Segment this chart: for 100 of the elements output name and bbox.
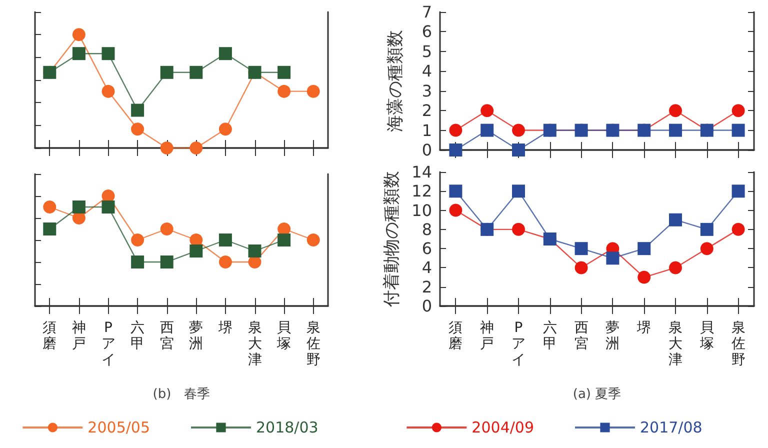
point <box>669 104 682 118</box>
point <box>669 124 682 137</box>
point <box>278 222 291 236</box>
point <box>218 122 232 136</box>
x-tick-label: 泉佐野 <box>306 320 320 368</box>
y-tick-label: 0 <box>422 296 432 316</box>
x-tick-label: 須磨 <box>448 320 463 352</box>
point <box>606 252 620 265</box>
point <box>218 256 232 268</box>
point <box>248 244 262 258</box>
point <box>278 234 291 246</box>
y-axis-title: 付着動物の種類数 <box>382 171 402 308</box>
point <box>160 66 174 79</box>
point <box>574 261 588 274</box>
x-tick-label: 須磨 <box>42 320 57 352</box>
y-tick-label: 2 <box>422 277 432 296</box>
point <box>131 104 144 117</box>
x-tick-label: 西宮 <box>160 320 174 352</box>
x-tick-label: 夢洲 <box>189 320 204 352</box>
point <box>480 124 494 137</box>
y-tick-label: 14 <box>412 162 432 182</box>
x-tick-label: 堺 <box>217 320 232 336</box>
x-tick-label: 六甲 <box>130 320 145 352</box>
point <box>449 124 462 137</box>
point <box>732 124 745 137</box>
y-tick-label: 6 <box>422 239 432 258</box>
x-tick-label: 貝塚 <box>698 320 714 352</box>
point <box>732 222 745 236</box>
point <box>449 184 462 198</box>
point <box>72 47 86 60</box>
point <box>306 234 320 246</box>
y-tick-label: 0 <box>422 140 432 160</box>
y-tick-label: 4 <box>422 258 432 278</box>
point <box>190 234 203 246</box>
point <box>638 270 651 284</box>
point <box>306 84 320 98</box>
x-tick-label: 泉大津 <box>248 320 262 368</box>
point <box>102 84 115 98</box>
y-tick-label: 1 <box>422 120 432 140</box>
y-tick-label: 4 <box>422 62 432 81</box>
point <box>43 222 56 236</box>
y-tick-label: 3 <box>422 81 432 100</box>
y-tick-label: 10 <box>412 200 432 220</box>
point <box>449 204 462 217</box>
point <box>218 47 232 60</box>
y-tick-label: 8 <box>422 220 432 239</box>
point <box>449 144 462 156</box>
point <box>102 47 115 60</box>
legend-label: 2017/08 <box>640 418 702 436</box>
x-tick-label: Pアイ <box>101 320 116 368</box>
x-tick-label: 貝塚 <box>276 320 292 352</box>
point <box>190 142 203 154</box>
y-tick-label: 6 <box>422 22 432 42</box>
point <box>512 124 525 137</box>
point <box>160 222 174 236</box>
point <box>669 261 682 274</box>
point <box>218 234 232 246</box>
point <box>512 184 525 198</box>
point <box>131 122 144 136</box>
point <box>190 66 203 79</box>
x-tick-label: 泉大津 <box>668 320 682 368</box>
x-tick-label: 六甲 <box>542 320 557 352</box>
point <box>72 212 86 224</box>
legend-label: 2004/09 <box>472 418 534 436</box>
point <box>574 242 588 256</box>
y-axis-title: 海藻の種類数 <box>386 30 406 132</box>
point <box>480 104 494 118</box>
point <box>512 144 525 156</box>
point <box>131 256 144 268</box>
point <box>512 222 525 236</box>
point <box>669 213 682 226</box>
y-tick-label: 7 <box>422 2 432 22</box>
legend-label: 2018/03 <box>256 418 318 436</box>
point <box>43 200 56 214</box>
point <box>160 142 174 154</box>
x-axis-title: (b) 春季 <box>152 387 210 402</box>
y-tick-label: 12 <box>412 182 432 201</box>
y-tick-label: 5 <box>422 42 432 61</box>
point <box>638 242 651 256</box>
point <box>72 200 86 214</box>
x-tick-label: 西宮 <box>574 320 588 352</box>
x-tick-label: 神戸 <box>480 320 494 352</box>
point <box>160 256 174 268</box>
point <box>102 200 115 214</box>
x-axis-title: (a) 夏季 <box>572 387 622 402</box>
point <box>278 66 291 79</box>
x-tick-label: 泉佐野 <box>731 320 746 368</box>
point <box>72 28 86 42</box>
point <box>278 84 291 98</box>
x-tick-label: 堺 <box>636 320 652 336</box>
point <box>190 244 203 258</box>
legend-label: 2005/05 <box>88 418 150 436</box>
x-tick-label: 夢洲 <box>606 320 620 352</box>
point <box>700 242 714 256</box>
x-tick-label: 神戸 <box>72 320 86 352</box>
x-tick-label: Pアイ <box>512 320 526 368</box>
point <box>732 184 745 198</box>
point <box>131 234 144 246</box>
point <box>732 104 745 118</box>
y-tick-label: 2 <box>422 101 432 120</box>
